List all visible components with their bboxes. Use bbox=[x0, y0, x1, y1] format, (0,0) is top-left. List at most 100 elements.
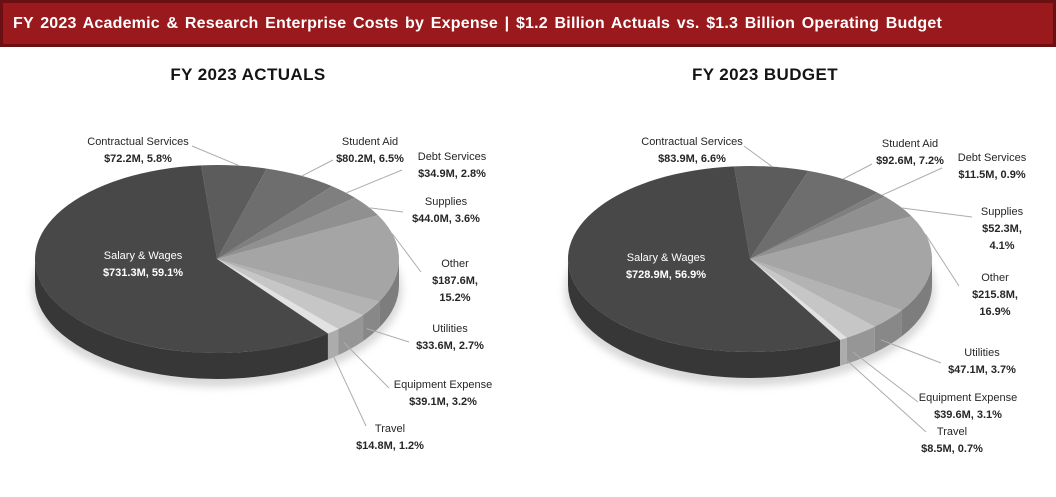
category-name: Utilities bbox=[432, 323, 468, 335]
chart-title-budget: FY 2023 BUDGET bbox=[691, 65, 839, 84]
label-debt-services: Debt Services $34.9M, 2.8% bbox=[397, 149, 507, 183]
category-name: Contractual Services bbox=[87, 136, 189, 148]
category-name: Salary & Wages bbox=[103, 250, 183, 262]
slice-side-travel bbox=[839, 337, 847, 366]
slice-side-utilities bbox=[874, 310, 902, 353]
leader-other bbox=[391, 233, 422, 273]
leader-equipment-expense bbox=[343, 342, 390, 389]
category-value: $8.5M, 0.7% bbox=[921, 443, 983, 455]
slice-debt-services bbox=[750, 192, 885, 259]
category-value: $14.8M, 1.2% bbox=[356, 440, 424, 452]
label-salary-wages: Salary & Wages $731.3M, 59.1% bbox=[68, 248, 218, 282]
pie-canvas bbox=[32, 145, 422, 427]
slice-utilities bbox=[217, 259, 380, 316]
label-other: Other $187.6M, 15.2% bbox=[415, 256, 495, 307]
slice-travel bbox=[217, 259, 339, 334]
category-value: $83.9M, 6.6% bbox=[658, 153, 726, 165]
slice-supplies bbox=[750, 196, 912, 259]
category-name: Other bbox=[981, 272, 1009, 284]
slice-side-equipment-expense bbox=[846, 326, 875, 364]
category-name: Debt Services bbox=[957, 152, 1027, 164]
label-utilities: Utilities $33.6M, 2.7% bbox=[395, 321, 505, 355]
category-value: $187.6M, 15.2% bbox=[432, 275, 478, 304]
label-supplies: Supplies $44.0M, 3.6% bbox=[391, 194, 501, 228]
leader-travel bbox=[841, 355, 927, 433]
leader-supplies bbox=[369, 207, 404, 213]
chart-budget: FY 2023 BUDGET Contractual Services $83.9… bbox=[528, 47, 1056, 497]
label-contractual-services: Contractual Services $72.2M, 5.8% bbox=[63, 134, 213, 168]
leader-contractual-services bbox=[191, 145, 240, 167]
slice-other bbox=[217, 215, 399, 302]
slice-side-other bbox=[901, 259, 932, 337]
category-value: $215.8M, 16.9% bbox=[972, 289, 1018, 318]
label-salary-wages: Salary & Wages $728.9M, 56.9% bbox=[591, 250, 741, 284]
leader-travel bbox=[329, 348, 367, 427]
category-value: $33.6M, 2.7% bbox=[416, 340, 484, 352]
slice-utilities bbox=[750, 259, 902, 327]
category-name: Contractual Services bbox=[641, 136, 743, 148]
pie-actuals: Contractual Services $72.2M, 5.8% Student … bbox=[0, 120, 528, 497]
category-name: Student Aid bbox=[341, 136, 399, 148]
chart-actuals: FY 2023 ACTUALS Contractual Services $72.… bbox=[0, 47, 528, 497]
label-equipment-expense: Equipment Expense $39.1M, 3.2% bbox=[368, 377, 518, 411]
label-supplies: Supplies $52.3M, 4.1% bbox=[970, 204, 1034, 255]
slice-side-salary-wages bbox=[568, 259, 840, 378]
label-contractual-services: Contractual Services $83.9M, 6.6% bbox=[617, 134, 767, 168]
category-name: Other bbox=[441, 258, 469, 270]
category-name: Travel bbox=[374, 423, 406, 435]
slice-contractual-services bbox=[734, 166, 809, 259]
label-utilities: Utilities $47.1M, 3.7% bbox=[927, 345, 1037, 379]
leader-other bbox=[925, 234, 960, 287]
slice-equipment-expense bbox=[750, 259, 875, 338]
label-debt-services: Debt Services $11.5M, 0.9% bbox=[937, 150, 1047, 184]
slice-supplies bbox=[217, 197, 379, 259]
category-name: Equipment Expense bbox=[393, 379, 493, 391]
category-value: $44.0M, 3.6% bbox=[412, 213, 480, 225]
category-name: Utilities bbox=[964, 347, 1000, 359]
slice-side-salary-wages bbox=[35, 259, 328, 379]
leader-utilities bbox=[880, 339, 942, 364]
slice-side-travel bbox=[327, 329, 339, 360]
slice-other bbox=[750, 216, 933, 311]
leader-student-aid bbox=[842, 163, 873, 180]
leader-student-aid bbox=[301, 159, 334, 177]
label-equipment-expense: Equipment Expense $39.6M, 3.1% bbox=[893, 390, 1043, 424]
label-travel: Travel $14.8M, 1.2% bbox=[335, 421, 445, 455]
category-value: $39.1M, 3.2% bbox=[409, 396, 477, 408]
category-name: Supplies bbox=[980, 206, 1024, 218]
category-value: $731.3M, 59.1% bbox=[102, 267, 184, 279]
category-name: Travel bbox=[936, 426, 968, 438]
banner-title: FY 2023 Academic & Research Enterprise C… bbox=[13, 14, 943, 32]
category-value: $11.5M, 0.9% bbox=[958, 169, 1026, 181]
category-name: Equipment Expense bbox=[918, 392, 1018, 404]
pie-budget: Contractual Services $83.9M, 6.6% Student … bbox=[528, 120, 1056, 497]
chart-title-actuals: FY 2023 ACTUALS bbox=[170, 65, 326, 84]
slice-contractual-services bbox=[201, 165, 267, 259]
slice-side-other bbox=[379, 259, 399, 328]
slice-side-equipment-expense bbox=[338, 315, 364, 356]
slice-debt-services bbox=[217, 186, 355, 259]
category-name: Salary & Wages bbox=[626, 252, 706, 264]
leader-contractual-services bbox=[743, 145, 773, 168]
slice-travel bbox=[750, 259, 847, 340]
category-value: $728.9M, 56.9% bbox=[625, 269, 707, 281]
category-value: $80.2M, 6.5% bbox=[336, 153, 404, 165]
slice-salary-wages bbox=[35, 165, 328, 353]
pie-canvas bbox=[565, 145, 973, 433]
title-banner: FY 2023 Academic & Research Enterprise C… bbox=[0, 0, 1056, 47]
category-value: $47.1M, 3.7% bbox=[948, 364, 1016, 376]
slice-salary-wages bbox=[567, 166, 840, 352]
category-value: $52.3M, 4.1% bbox=[982, 223, 1022, 252]
category-name: Student Aid bbox=[881, 138, 939, 150]
slice-student-aid bbox=[217, 168, 333, 259]
category-value: $92.6M, 7.2% bbox=[876, 155, 944, 167]
leader-equipment-expense bbox=[852, 351, 919, 403]
category-value: $39.6M, 3.1% bbox=[934, 409, 1002, 421]
leader-debt-services bbox=[346, 169, 403, 194]
label-student-aid: Student Aid $80.2M, 6.5% bbox=[315, 134, 425, 168]
category-name: Supplies bbox=[424, 196, 468, 208]
label-travel: Travel $8.5M, 0.7% bbox=[897, 424, 1007, 458]
leader-debt-services bbox=[881, 167, 943, 196]
leader-supplies bbox=[902, 207, 973, 218]
category-value: $34.9M, 2.8% bbox=[418, 168, 486, 180]
